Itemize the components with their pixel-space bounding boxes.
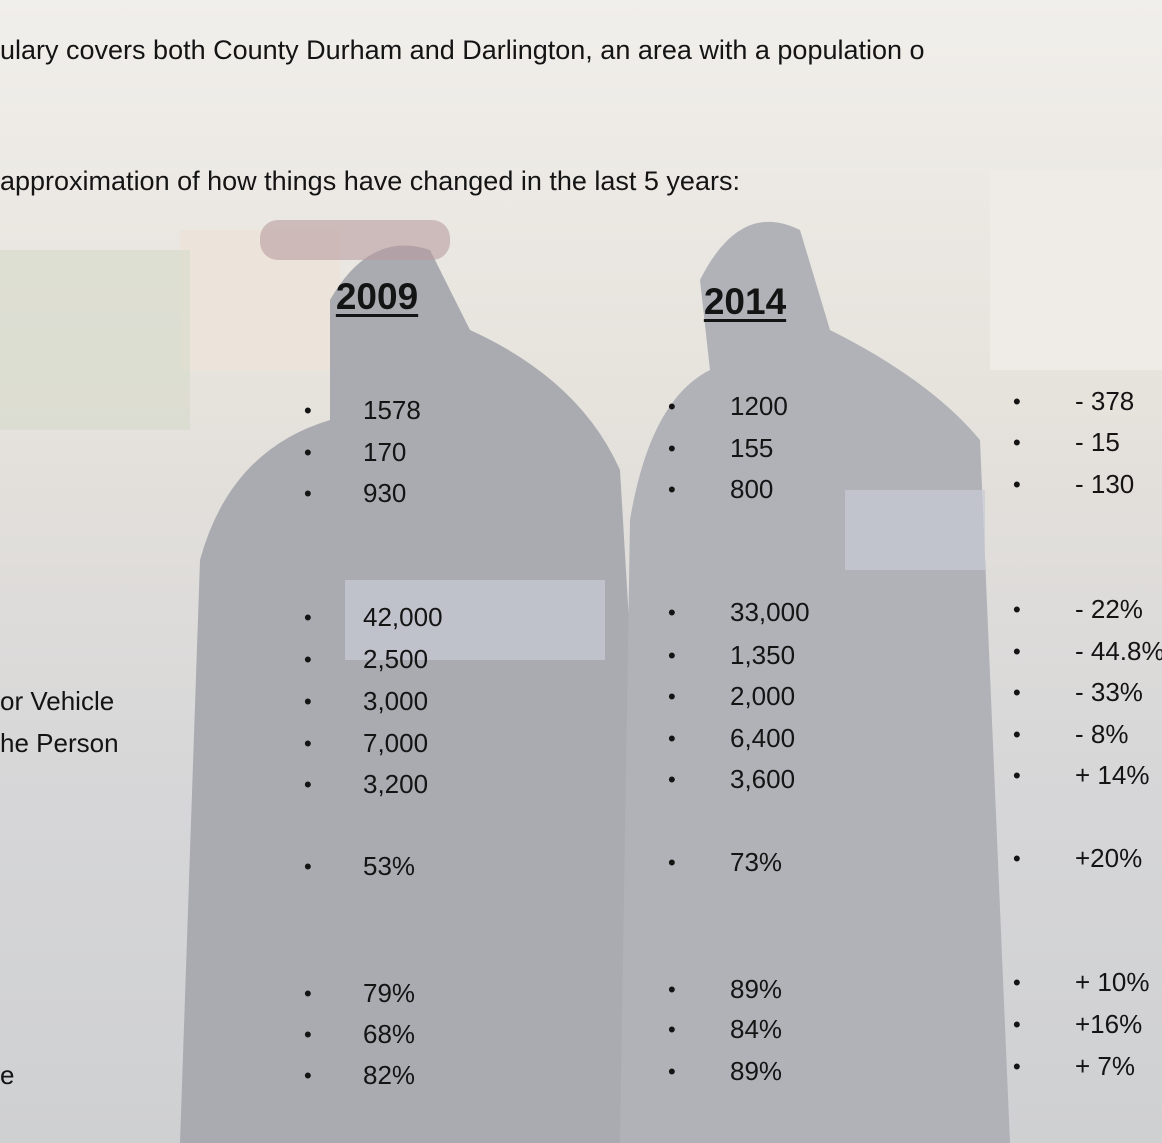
intro-line: ulary covers both County Durham and Darl… bbox=[0, 35, 925, 65]
cell-value: + 10% bbox=[1075, 967, 1150, 997]
cell-value: 73% bbox=[730, 847, 783, 877]
cell-value: 3,200 bbox=[363, 769, 429, 799]
cell-value: + 7% bbox=[1075, 1051, 1135, 1081]
cell-value: 82% bbox=[363, 1060, 416, 1090]
cell-value: - 378 bbox=[1075, 386, 1135, 416]
cell-value: 800 bbox=[730, 474, 774, 504]
bullet bbox=[668, 645, 676, 667]
bullet bbox=[1013, 432, 1021, 454]
bullet bbox=[668, 728, 676, 750]
cell-value: +20% bbox=[1075, 843, 1143, 873]
cell-value: 2,000 bbox=[730, 681, 796, 711]
bullet bbox=[304, 483, 312, 505]
bullet bbox=[668, 396, 676, 418]
cell-value: - 130 bbox=[1075, 469, 1135, 499]
bullet bbox=[304, 774, 312, 796]
bullet bbox=[1013, 682, 1021, 704]
row-label: or Vehicle bbox=[0, 686, 115, 716]
bullet bbox=[1013, 765, 1021, 787]
cell-value: 170 bbox=[363, 437, 407, 467]
bullet bbox=[1013, 599, 1021, 621]
bullet bbox=[304, 400, 312, 422]
bullet bbox=[1013, 641, 1021, 663]
bullet bbox=[1013, 391, 1021, 413]
cell-value: 1578 bbox=[363, 395, 421, 425]
bullet bbox=[304, 856, 312, 878]
bullet bbox=[304, 1024, 312, 1046]
row-label: e bbox=[0, 1060, 15, 1090]
row-label: he Person bbox=[0, 728, 119, 758]
cell-value: 53% bbox=[363, 851, 416, 881]
cell-value: - 22% bbox=[1075, 594, 1143, 624]
cell-value: 89% bbox=[730, 974, 783, 1004]
cell-value: 68% bbox=[363, 1019, 416, 1049]
bullet bbox=[668, 769, 676, 791]
cell-value: 1,350 bbox=[730, 640, 796, 670]
bullet bbox=[304, 733, 312, 755]
cell-value: - 44.8% bbox=[1075, 636, 1162, 666]
cell-value: 6,400 bbox=[730, 723, 796, 753]
column-heading: 2014 bbox=[703, 281, 787, 322]
cell-value: 42,000 bbox=[363, 602, 443, 632]
intro-line: approximation of how things have changed… bbox=[0, 166, 740, 196]
cell-value: 3,600 bbox=[730, 764, 796, 794]
bullet bbox=[1013, 474, 1021, 496]
bullet bbox=[304, 607, 312, 629]
bullet bbox=[304, 1065, 312, 1087]
cell-value: 155 bbox=[730, 433, 774, 463]
cell-value: - 15 bbox=[1075, 427, 1120, 457]
cell-value: + 14% bbox=[1075, 760, 1150, 790]
bullet bbox=[304, 983, 312, 1005]
cell-value: 930 bbox=[363, 478, 407, 508]
cell-value: 84% bbox=[730, 1014, 783, 1044]
bullet bbox=[304, 649, 312, 671]
cell-value: 1200 bbox=[730, 391, 788, 421]
cell-value: 3,000 bbox=[363, 686, 429, 716]
bullet bbox=[1013, 848, 1021, 870]
cell-value: 33,000 bbox=[730, 597, 810, 627]
bullet bbox=[668, 1061, 676, 1083]
column-heading: 2009 bbox=[335, 276, 419, 317]
cell-value: 89% bbox=[730, 1056, 783, 1086]
cell-value: +16% bbox=[1075, 1009, 1143, 1039]
cell-value: - 8% bbox=[1075, 719, 1129, 749]
bullet bbox=[668, 979, 676, 1001]
bullet bbox=[304, 691, 312, 713]
bullet bbox=[668, 602, 676, 624]
bullet bbox=[1013, 1014, 1021, 1036]
cell-value: 79% bbox=[363, 978, 416, 1008]
cell-value: - 33% bbox=[1075, 677, 1143, 707]
bullet bbox=[668, 852, 676, 874]
bullet bbox=[304, 442, 312, 464]
cell-value: 7,000 bbox=[363, 728, 429, 758]
cell-value: 2,500 bbox=[363, 644, 429, 674]
bullet bbox=[668, 686, 676, 708]
bullet bbox=[668, 479, 676, 501]
bullet bbox=[1013, 724, 1021, 746]
bullet bbox=[668, 1019, 676, 1041]
bullet bbox=[1013, 1056, 1021, 1078]
bullet bbox=[1013, 972, 1021, 994]
bullet bbox=[668, 438, 676, 460]
